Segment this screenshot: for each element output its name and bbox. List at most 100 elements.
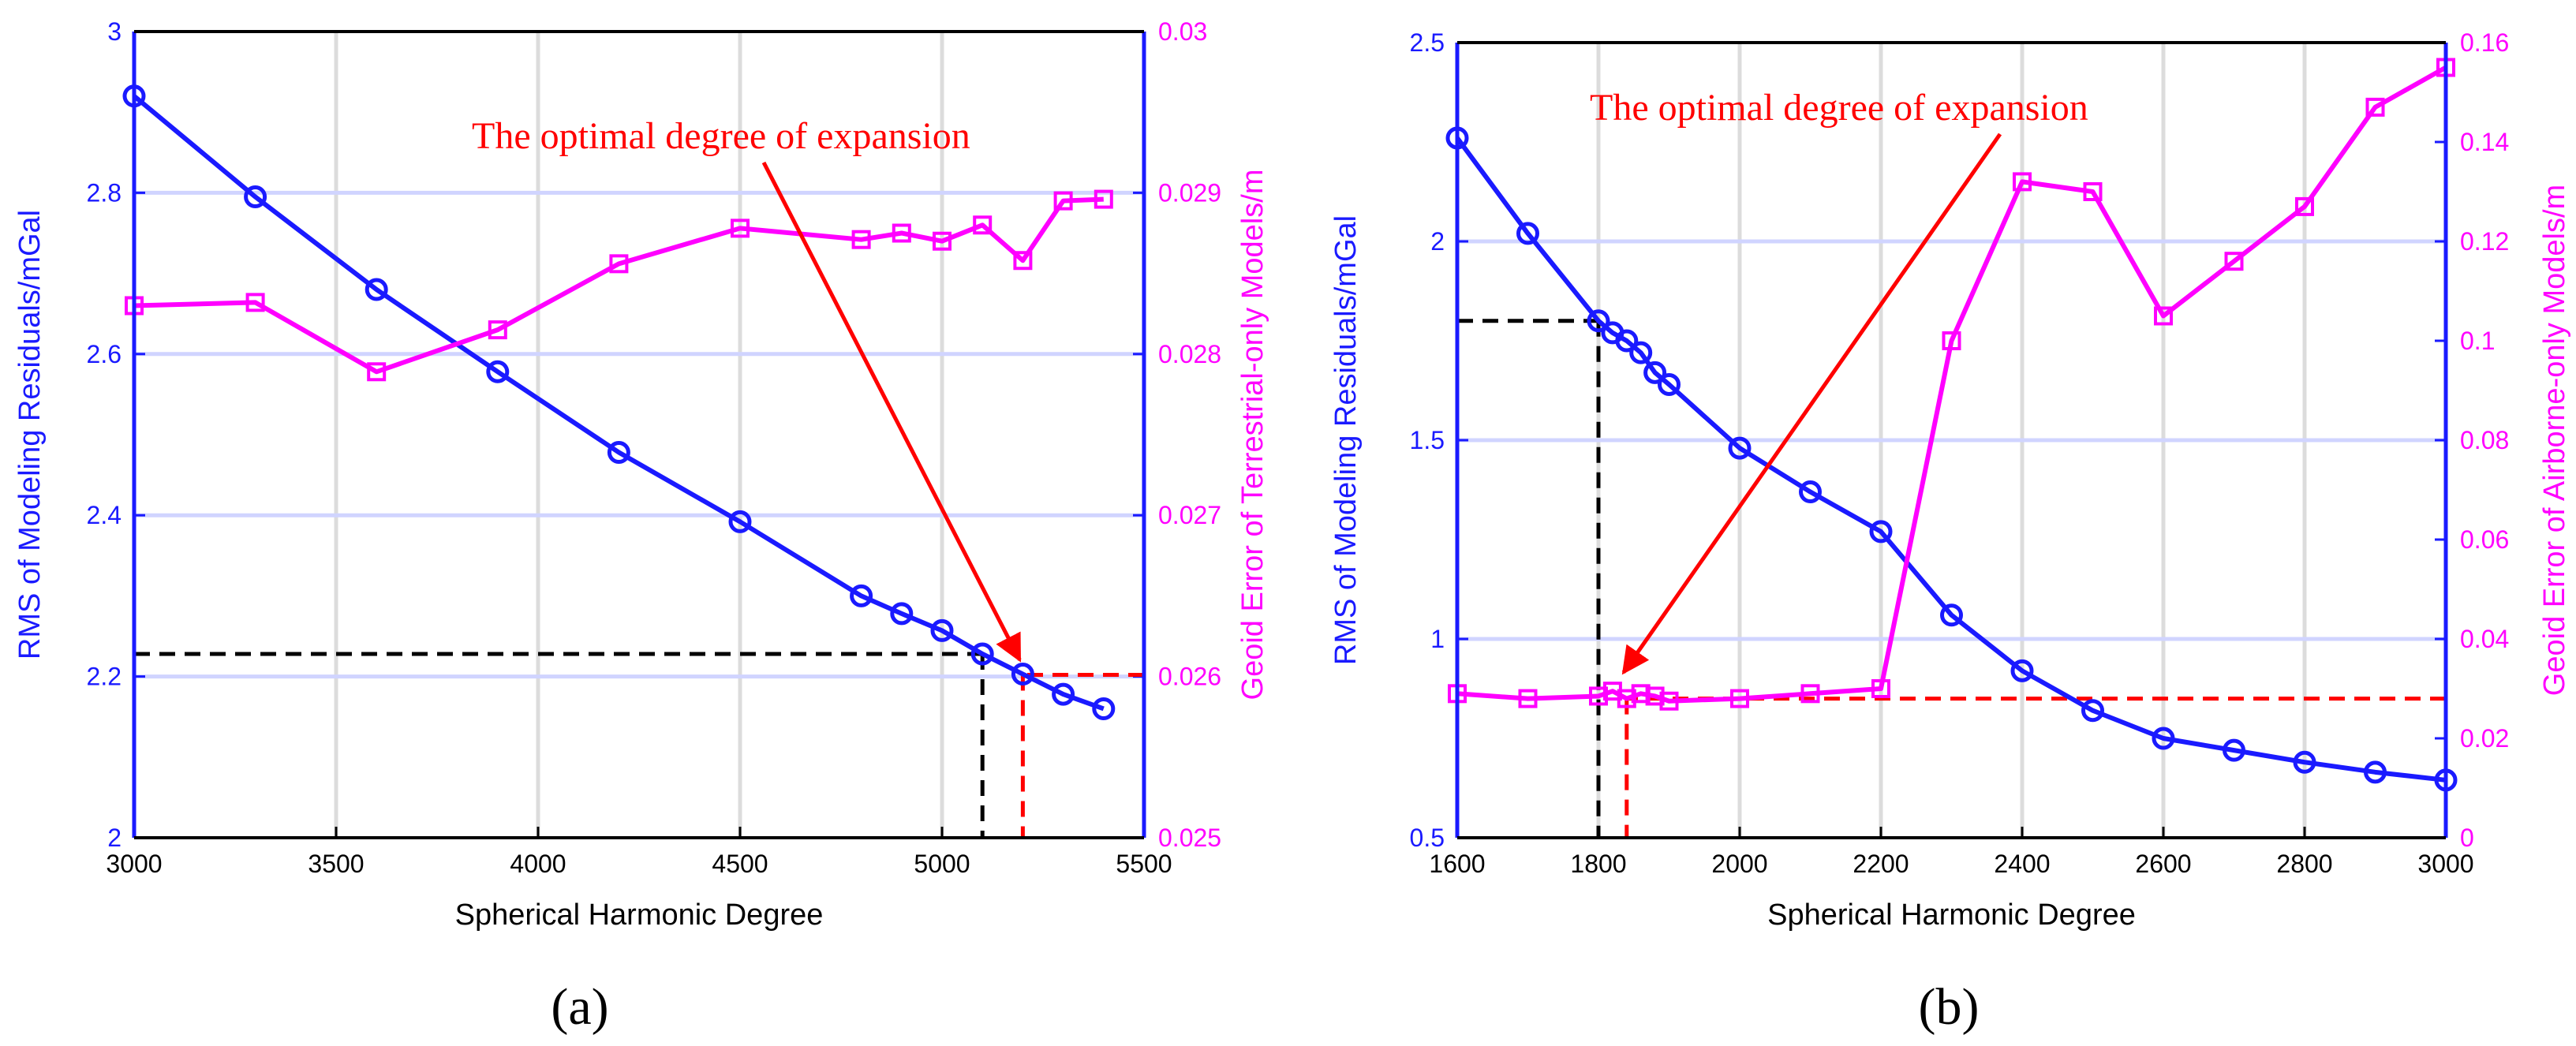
x-tick-label: 2200 [1853, 850, 1909, 878]
geoid-error-point [609, 254, 629, 274]
y-left-tick-label: 0.5 [1410, 824, 1445, 852]
rms-residuals-point [244, 185, 267, 209]
rms-residuals-point [1940, 603, 1963, 627]
geoid-error-point [1871, 679, 1890, 698]
rms-residuals-point [607, 440, 630, 464]
rms-residuals-point [1728, 436, 1752, 460]
y-left-tick-label: 2 [107, 824, 122, 852]
x-tick-label: 1800 [1570, 850, 1626, 878]
y-left-tick-label: 2.2 [87, 663, 122, 691]
panel-label: (b) [1919, 978, 1980, 1036]
y-left-axis-label: RMS of Modeling Residuals/mGal [1329, 215, 1363, 665]
rms-residuals-point [2364, 760, 2387, 784]
rms-residuals-point [1092, 697, 1116, 720]
x-tick-label: 5000 [914, 850, 970, 878]
y-left-tick-label: 2.6 [87, 340, 122, 368]
rms-residuals-point [850, 584, 873, 607]
geoid-error-point [2295, 196, 2314, 216]
y-right-tick-label: 0.025 [1158, 824, 1221, 852]
geoid-error-point [731, 219, 750, 238]
geoid-error-line [1456, 65, 2447, 704]
geoid-error-point [892, 223, 911, 243]
geoid-error-point [1942, 331, 1961, 350]
geoid-error-point [2013, 172, 2032, 192]
y-right-tick-label: 0.029 [1158, 178, 1221, 207]
chart-a: 3000 3500 4000 4500 5000 5500 2 2.2 2.4 2.6 2.8 3 0.… [13, 17, 1269, 1036]
geoid-error-point [488, 320, 507, 340]
annotation-text: The optimal degree of expansion [472, 115, 970, 157]
y-right-tick-label: 0.02 [2460, 724, 2509, 753]
rms-residuals-point [1869, 520, 1893, 544]
geoid-error-point [973, 215, 993, 235]
x-tick-label: 5500 [1116, 850, 1172, 878]
rms-residuals-line [133, 94, 1105, 712]
y-left-tick-label: 2.5 [1410, 28, 1445, 57]
rms-residuals-point [1615, 329, 1639, 353]
y-right-axis-label: Geoid Error of Airborne-only Models/m [2538, 185, 2571, 696]
x-tick-label: 4000 [510, 850, 566, 878]
y-left-axis-label: RMS of Modeling Residuals/mGal [13, 210, 47, 659]
y-left-tick-label: 2.4 [87, 501, 122, 529]
y-left-tick-label: 2 [1430, 227, 1445, 256]
x-tick-label: 4500 [712, 850, 768, 878]
geoid-error-point [2224, 252, 2244, 271]
y-right-tick-label: 0.1 [2460, 327, 2495, 355]
rms-residuals-point [1629, 341, 1653, 364]
x-tick-label: 2000 [1711, 850, 1767, 878]
x-tick-label: 2400 [1994, 850, 2050, 878]
y-right-tick-label: 0.04 [2460, 625, 2509, 653]
y-right-tick-label: 0 [2460, 824, 2474, 852]
geoid-error-point [1589, 686, 1608, 706]
rms-residuals-point [1643, 360, 1667, 384]
panel-label: (a) [551, 978, 608, 1036]
rms-residuals-point [2293, 750, 2316, 774]
plot-area [134, 32, 1144, 838]
y-right-tick-label: 0.08 [2460, 426, 2509, 454]
y-right-tick-label: 0.03 [1158, 17, 1207, 46]
x-axis-label: Spherical Harmonic Degree [455, 898, 824, 932]
geoid-error-point [1645, 686, 1665, 706]
geoid-error-point [367, 362, 387, 382]
geoid-error-point [1730, 689, 1749, 708]
y-left-tick-label: 1.5 [1410, 426, 1445, 454]
rms-residuals-point [2152, 727, 2175, 750]
y-right-tick-label: 0.026 [1158, 663, 1221, 691]
annotation-text: The optimal degree of expansion [1590, 87, 2088, 129]
rms-residuals-point [1587, 309, 1610, 333]
y-right-axis-label: Geoid Error of Terrestrial-only Models/m [1236, 170, 1269, 700]
x-tick-label: 2600 [2135, 850, 2191, 878]
y-right-tick-label: 0.06 [2460, 525, 2509, 554]
geoid-error-point [1631, 684, 1651, 704]
geoid-error-point [1518, 689, 1538, 708]
rms-residuals-point [970, 642, 994, 666]
x-tick-label: 1600 [1429, 850, 1485, 878]
rms-residuals-point [1052, 682, 1075, 706]
annotation-arrow [761, 161, 1022, 663]
rms-residuals-point [1516, 222, 1539, 245]
rms-residuals-point [2081, 699, 2104, 723]
y-right-tick-label: 0.12 [2460, 227, 2509, 256]
rms-residuals-point [930, 618, 954, 642]
rms-residuals-point [486, 360, 510, 383]
rms-residuals-point [1011, 663, 1034, 686]
geoid-error-point [2083, 182, 2103, 201]
geoid-error-point [851, 230, 871, 249]
x-tick-label: 2800 [2276, 850, 2332, 878]
rms-residuals-point [1658, 372, 1681, 396]
geoid-error-point [1053, 191, 1073, 211]
y-right-tick-label: 0.028 [1158, 340, 1221, 368]
y-left-tick-label: 1 [1430, 625, 1445, 653]
chart-b: 1600 1800 2000 2200 2400 2600 2800 3000 0.5 1 1.5 2… [1329, 28, 2571, 1036]
geoid-error-point [1094, 189, 1113, 209]
geoid-error-point [933, 231, 952, 251]
geoid-error-point [245, 293, 265, 312]
y-left-tick-label: 2.8 [87, 178, 122, 207]
geoid-error-point [2154, 306, 2173, 326]
y-right-tick-label: 0.027 [1158, 501, 1221, 529]
rms-residuals-line [1455, 136, 2447, 783]
geoid-error-point [1013, 251, 1033, 271]
annotation-arrow [1621, 133, 2002, 675]
x-tick-label: 3500 [308, 850, 364, 878]
rms-residuals-point [2223, 738, 2245, 762]
